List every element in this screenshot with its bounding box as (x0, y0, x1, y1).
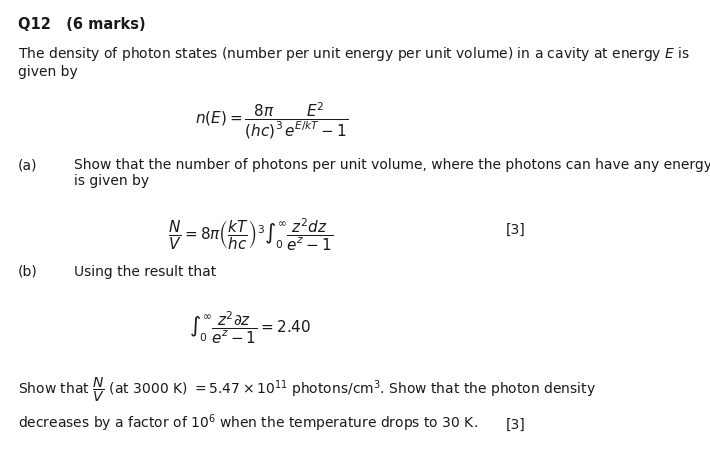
Text: Q12   (6 marks): Q12 (6 marks) (18, 17, 146, 32)
Text: $\int_0^{\infty} \dfrac{z^2 \partial z}{e^z - 1} = 2.40$: $\int_0^{\infty} \dfrac{z^2 \partial z}{… (189, 310, 311, 346)
Text: (b): (b) (18, 265, 38, 279)
Text: [3]: [3] (506, 223, 526, 237)
Text: (a): (a) (18, 158, 37, 172)
Text: decreases by a factor of $10^6$ when the temperature drops to 30 K.: decreases by a factor of $10^6$ when the… (18, 413, 478, 434)
Text: Show that $\dfrac{N}{V}$ (at 3000 K) $= 5.47 \times 10^{11}$ photons/cm$^3$. Sho: Show that $\dfrac{N}{V}$ (at 3000 K) $= … (18, 376, 596, 404)
Text: $\dfrac{N}{V} = 8\pi\left(\dfrac{kT}{hc}\right)^3 \int_0^{\infty} \dfrac{z^2 dz}: $\dfrac{N}{V} = 8\pi\left(\dfrac{kT}{hc}… (168, 217, 333, 253)
Text: [3]: [3] (506, 418, 526, 432)
Text: Show that the number of photons per unit volume, where the photons can have any : Show that the number of photons per unit… (75, 158, 710, 188)
Text: Using the result that: Using the result that (75, 265, 217, 279)
Text: $n(E) = \dfrac{8\pi}{(hc)^3} \dfrac{E^2}{e^{E/kT} - 1}$: $n(E) = \dfrac{8\pi}{(hc)^3} \dfrac{E^2}… (195, 101, 349, 142)
Text: The density of photon states (number per unit energy per unit volume) in a cavit: The density of photon states (number per… (18, 44, 689, 79)
